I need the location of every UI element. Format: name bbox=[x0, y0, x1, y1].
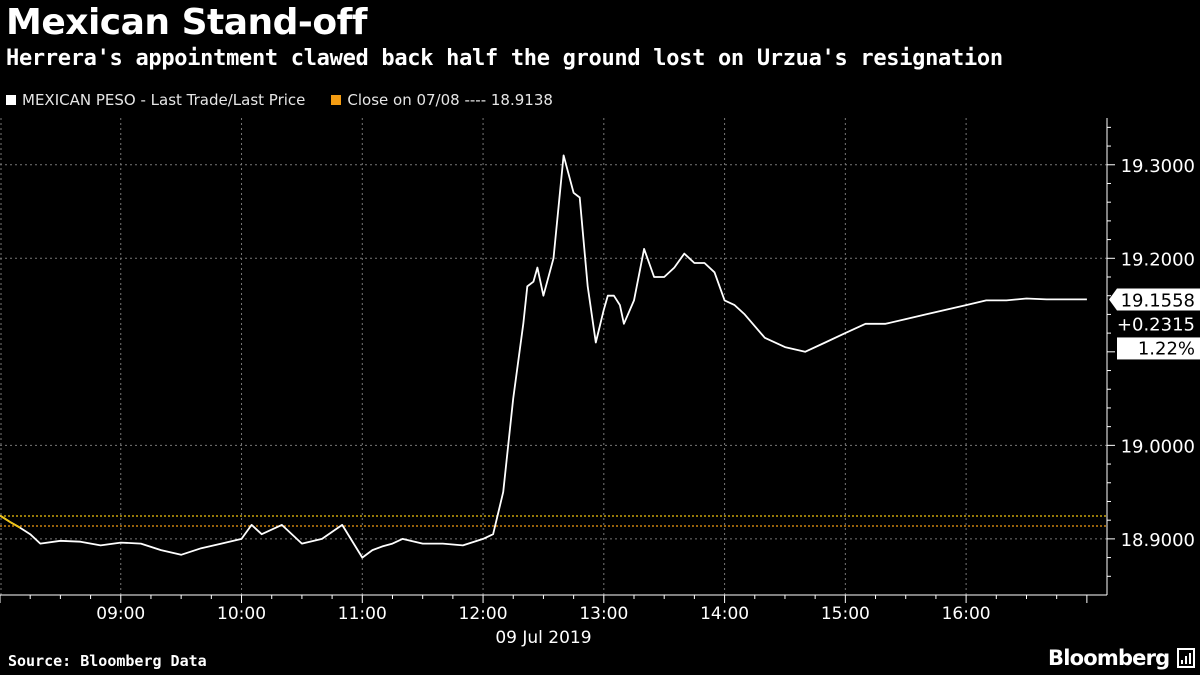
reference-lines bbox=[0, 515, 1107, 527]
x-tick-label: 14:00 bbox=[700, 604, 749, 624]
last-pct-value: 1.22% bbox=[1138, 338, 1195, 359]
last-value-box: 19.1558 +0.2315 1.22% bbox=[1109, 288, 1200, 360]
x-tick-label: 10:00 bbox=[217, 604, 266, 624]
legend-series-swatch bbox=[6, 95, 16, 105]
x-date-label: 09 Jul 2019 bbox=[495, 628, 591, 648]
last-change-value: +0.2315 bbox=[1117, 314, 1195, 335]
x-tick-label: 15:00 bbox=[821, 604, 870, 624]
price-series-line bbox=[0, 154, 1087, 559]
y-tick-label: 19.2000 bbox=[1121, 249, 1195, 270]
axis-labels: 09:00 10:00 11:00 12:00 13:00 14:00 15:00 16:00… bbox=[96, 156, 1195, 648]
axes bbox=[0, 118, 1115, 603]
bloomberg-chart-icon bbox=[1177, 648, 1195, 668]
source-note: Source: Bloomberg Data bbox=[8, 652, 207, 670]
x-tick-label: 11:00 bbox=[338, 604, 387, 624]
series-start-highlight bbox=[0, 514, 21, 529]
chart-subtitle: Herrera's appointment clawed back half t… bbox=[6, 46, 1003, 71]
chart-title: Mexican Stand-off bbox=[6, 2, 367, 43]
y-tick-label: 18.9000 bbox=[1121, 530, 1195, 551]
x-tick-label: 16:00 bbox=[942, 604, 991, 624]
x-tick-label: 13:00 bbox=[579, 604, 628, 624]
y-tick-label: 19.0000 bbox=[1121, 436, 1195, 457]
x-tick-label: 09:00 bbox=[96, 604, 145, 624]
x-tick-label: 12:00 bbox=[459, 604, 508, 624]
last-pct-box bbox=[1117, 337, 1200, 360]
legend-close-swatch bbox=[331, 95, 342, 105]
legend-series-label: MEXICAN PESO - Last Trade/Last Price bbox=[22, 91, 306, 109]
last-price-value: 19.1558 bbox=[1121, 290, 1195, 311]
last-price-box bbox=[1109, 288, 1200, 311]
series-layer bbox=[0, 154, 1087, 559]
grid-lines bbox=[0, 118, 1107, 595]
legend: MEXICAN PESO - Last Trade/Last Price Clo… bbox=[6, 91, 553, 109]
brand-logo: Bloomberg bbox=[1048, 646, 1170, 670]
legend-close-label: Close on 07/08 ---- 18.9138 bbox=[347, 91, 553, 109]
y-tick-label: 19.3000 bbox=[1121, 156, 1195, 177]
